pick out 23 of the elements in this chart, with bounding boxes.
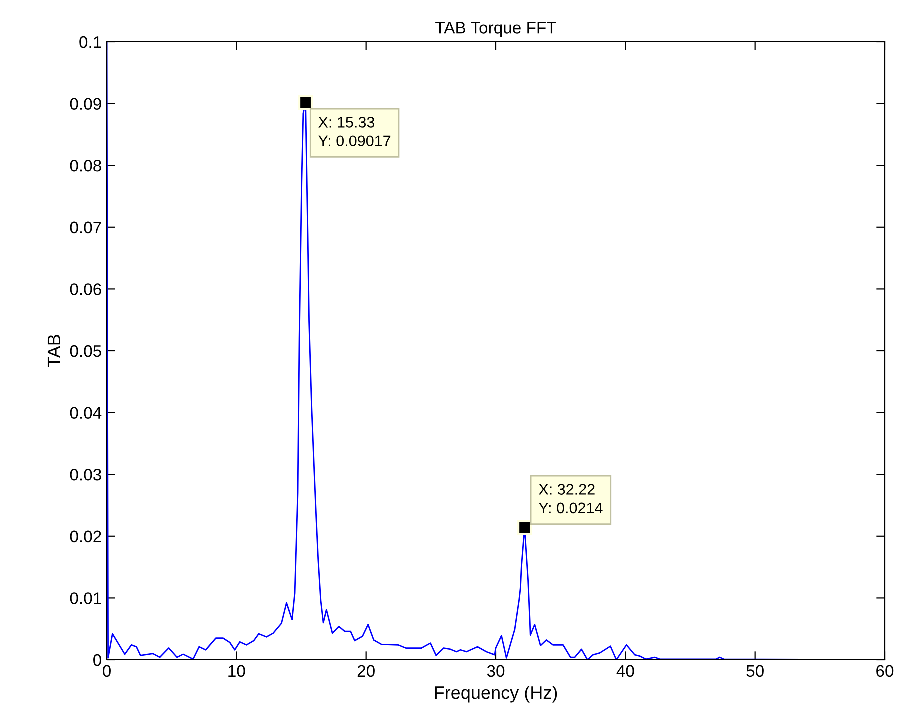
chart-title: TAB Torque FFT bbox=[436, 22, 556, 38]
x-tick-label: 60 bbox=[876, 665, 894, 678]
x-tick-label: 20 bbox=[358, 665, 375, 678]
y-tick-label: 0.04 bbox=[70, 407, 102, 420]
x-tick-label: 0 bbox=[103, 665, 111, 678]
y-axis-title: TAB bbox=[48, 335, 60, 368]
y-tick-label: 0.06 bbox=[70, 284, 102, 296]
y-tick-label: 0.02 bbox=[70, 530, 102, 543]
x-tick-label: 40 bbox=[616, 665, 634, 678]
y-tick-label: 0.01 bbox=[70, 592, 102, 604]
x-tick-label: 50 bbox=[746, 665, 764, 678]
y-tick-label: 0.08 bbox=[70, 160, 102, 172]
x-axis-title: Frequency (Hz) bbox=[435, 686, 558, 703]
y-tick-label: 0.03 bbox=[70, 469, 102, 481]
y-tick-label: 0 bbox=[94, 654, 102, 666]
y-tick-label: 0.07 bbox=[70, 222, 102, 234]
y-tick-label: 0.05 bbox=[70, 345, 102, 358]
y-tick-label: 0.09 bbox=[70, 98, 102, 110]
x-tick-label: 10 bbox=[228, 665, 246, 678]
annotation: X: 32.22 Y: 0.0214 bbox=[539, 484, 603, 514]
x-tick-label: 30 bbox=[487, 665, 505, 678]
annotation: X: 15.33 Y: 0.09017 bbox=[318, 117, 391, 147]
y-tick-label: 0.1 bbox=[80, 36, 102, 48]
